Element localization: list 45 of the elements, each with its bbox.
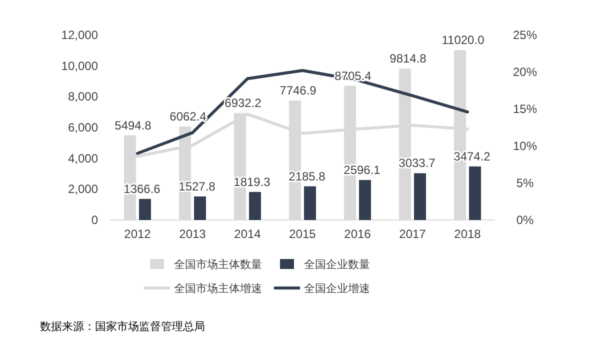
x-tick-label: 2015	[289, 227, 316, 241]
bar	[469, 166, 481, 220]
bar	[359, 180, 371, 220]
x-tick-label: 2017	[399, 227, 426, 241]
bar	[249, 192, 261, 220]
y2-tick-label: 20%	[512, 65, 538, 79]
y2-tick-label: 5%	[516, 176, 534, 190]
data-label: 9814.8	[390, 52, 427, 66]
y-tick-label: 10,000	[61, 58, 98, 73]
x-tick-label: 2014	[234, 227, 262, 241]
y-tick-label: 0	[91, 213, 98, 227]
legend-label: 全国市场主体数量	[174, 258, 262, 271]
data-label: 7746.9	[280, 84, 317, 98]
y-tick-label: 8,000	[68, 90, 98, 104]
y-tick-label: 4,000	[68, 151, 98, 166]
data-label: 1366.6	[124, 182, 161, 196]
y2-tick-label: 25%	[512, 28, 538, 42]
data-label: 3033.7	[398, 156, 436, 170]
legend-label: 全国市场主体增速	[174, 282, 262, 295]
y-tick-label: 2,000	[68, 182, 98, 196]
data-label: 6062.4	[170, 110, 207, 124]
x-tick-label: 2013	[179, 227, 206, 241]
data-label: 3474.2	[454, 149, 491, 164]
data-label: 2185.8	[288, 169, 326, 184]
data-label: 1819.3	[234, 174, 271, 189]
data-label: 1527.8	[178, 179, 216, 194]
y2-tick-label: 15%	[512, 102, 538, 116]
x-tick-label: 2018	[454, 227, 482, 241]
data-label: 2596.1	[344, 162, 381, 177]
legend-label: 全国企业增速	[304, 282, 370, 295]
data-label: 11020.0	[442, 33, 485, 48]
x-tick-label: 2012	[124, 227, 152, 241]
y-tick-label: 12,000	[61, 28, 98, 42]
legend-label: 全国企业数量	[304, 258, 370, 271]
bar	[139, 198, 151, 220]
data-label: 5494.8	[114, 118, 152, 132]
y-tick-label: 6,000	[68, 120, 98, 134]
y2-tick-label: 0%	[516, 213, 534, 227]
bar	[414, 173, 426, 220]
bar	[304, 186, 316, 220]
x-tick-label: 2016	[344, 227, 372, 241]
source-note: 数据来源：国家市场监督管理总局	[40, 320, 205, 333]
y2-tick-label: 10%	[512, 139, 538, 153]
bar	[194, 196, 206, 220]
data-label: 6932.2	[224, 96, 262, 110]
